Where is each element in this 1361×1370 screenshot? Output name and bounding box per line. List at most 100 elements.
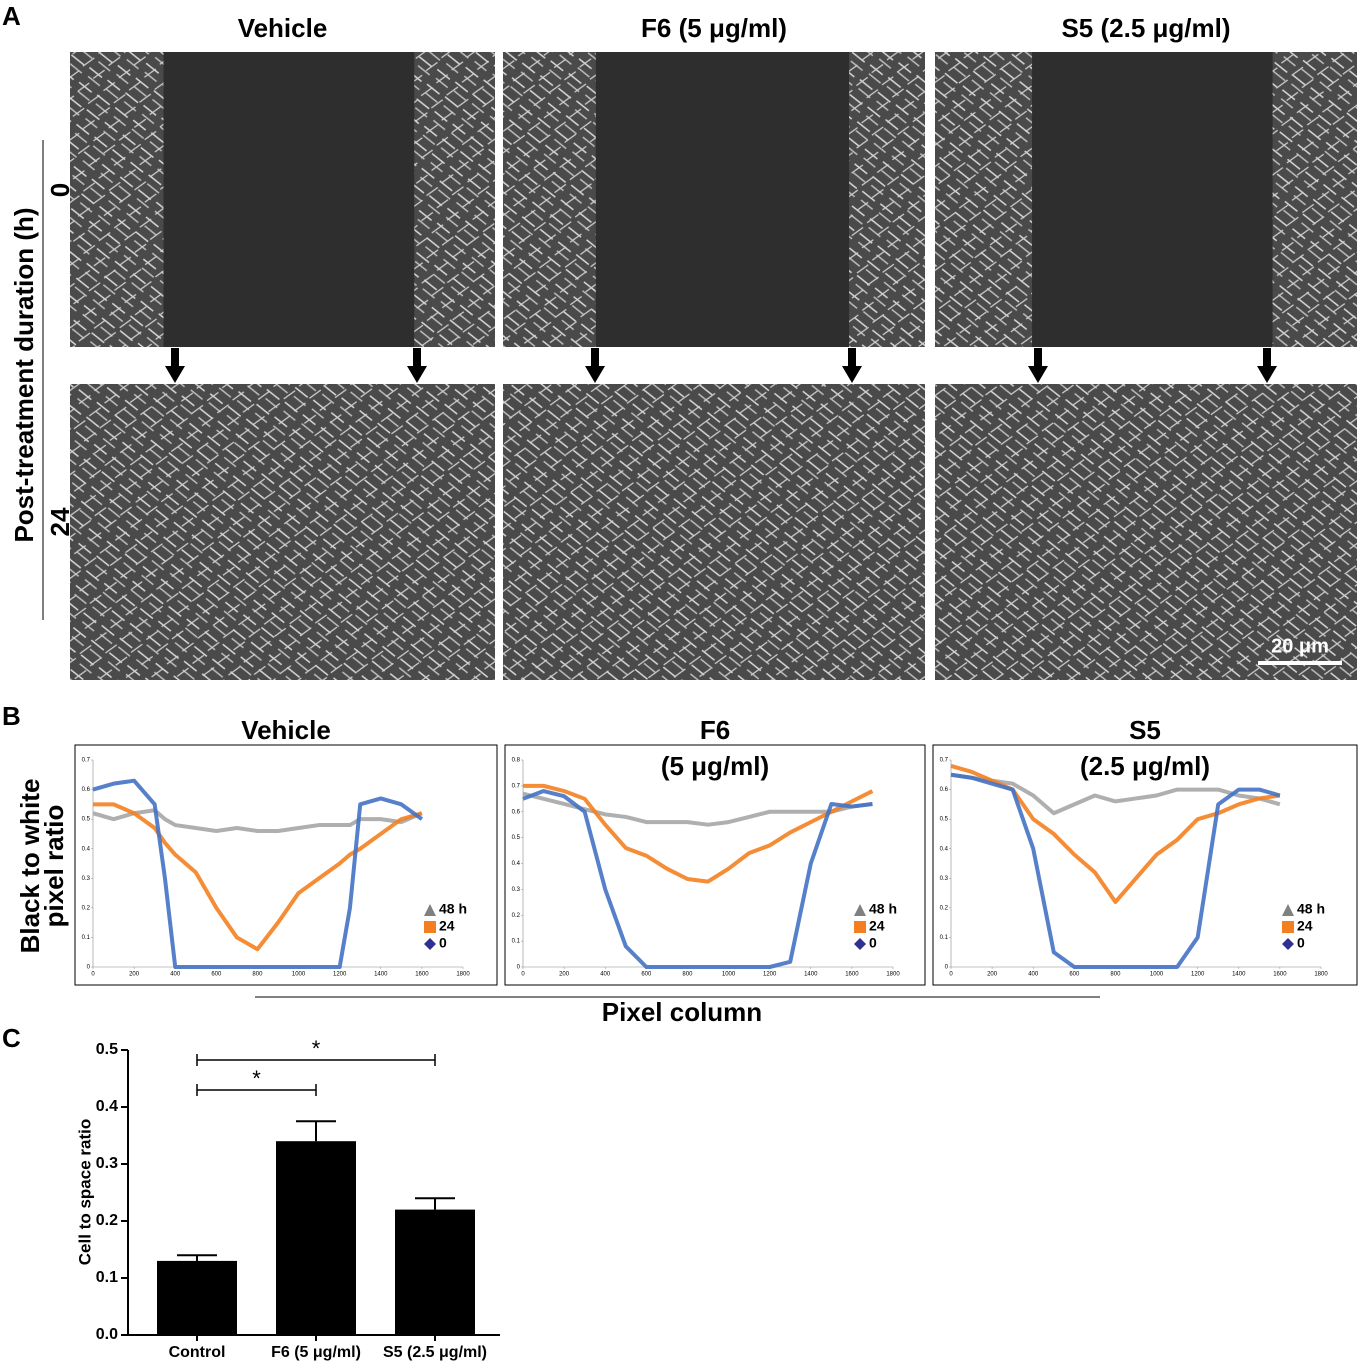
- legend-label: 48 h: [1297, 901, 1325, 917]
- x-tick-label: 1200: [1191, 972, 1205, 978]
- row-label: 0: [45, 183, 75, 197]
- y-tick-label: 0.1: [940, 935, 949, 941]
- data-line: [92, 778, 424, 969]
- micrograph-texture: [935, 384, 1357, 680]
- y-tick-label: 0.5: [82, 817, 91, 823]
- panel-label: B: [2, 701, 21, 731]
- chart-frame: [932, 744, 1358, 986]
- x-tick-label: 1400: [1232, 972, 1246, 978]
- x-tick-label: 400: [1028, 972, 1039, 978]
- x-tick-label: 1600: [415, 972, 429, 978]
- y-tick-label: 0.7: [940, 758, 949, 764]
- x-tick-label: Control: [169, 1344, 226, 1361]
- chart-frame: [504, 744, 926, 986]
- legend-label: 48 h: [439, 901, 467, 917]
- y-tick-label: 0.2: [512, 913, 521, 919]
- y-tick-label: 0.7: [82, 758, 91, 764]
- bar: [395, 1209, 475, 1335]
- y-tick-label: 0.2: [96, 1212, 118, 1229]
- significance-label: *: [252, 1066, 261, 1091]
- panel-label: A: [2, 1, 21, 31]
- legend-label: 0: [1297, 935, 1305, 951]
- x-tick-label: 1200: [763, 972, 777, 978]
- row-label: 24: [45, 507, 75, 536]
- legend-marker: [854, 921, 866, 933]
- y-tick-label: 0.1: [512, 939, 521, 945]
- x-tick-label: 0: [521, 972, 525, 978]
- x-tick-label: 0: [949, 972, 953, 978]
- y-tick-label: 0.4: [96, 1098, 118, 1115]
- arrow-head: [1028, 366, 1048, 383]
- arrow-head: [407, 366, 427, 383]
- column-title: F6 (5 μg/ml): [641, 13, 787, 43]
- y-tick-label: 0.5: [96, 1041, 118, 1058]
- y-tick-label: 0.4: [940, 846, 949, 852]
- y-axis-label: Cell to space ratio: [75, 1119, 94, 1265]
- x-tick-label: 600: [211, 972, 222, 978]
- arrow-shaft: [848, 348, 856, 368]
- wound-gap: [595, 52, 850, 347]
- row-axis-label: Post-treatment duration (h): [9, 207, 39, 542]
- x-tick-label: 1400: [804, 972, 818, 978]
- arrow-shaft: [413, 348, 421, 368]
- y-axis-label: pixel ratio: [39, 805, 69, 928]
- x-tick-label: 1800: [456, 972, 470, 978]
- data-line: [950, 772, 1281, 969]
- legend-label: 48 h: [869, 901, 897, 917]
- wound-gap: [1032, 52, 1273, 347]
- x-tick-label: 1800: [886, 972, 900, 978]
- legend-label: 24: [439, 918, 455, 934]
- x-tick-label: 1200: [333, 972, 347, 978]
- x-tick-label: 600: [641, 972, 652, 978]
- column-title: S5 (2.5 μg/ml): [1061, 13, 1230, 43]
- x-tick-label: 0: [91, 972, 95, 978]
- x-tick-label: 200: [129, 972, 140, 978]
- legend-marker: [1282, 938, 1294, 950]
- chart-subtitle: (2.5 μg/ml): [1080, 751, 1210, 781]
- y-tick-label: 0.4: [512, 861, 521, 867]
- data-line: [523, 783, 874, 884]
- arrow-head: [165, 366, 185, 383]
- data-line: [522, 791, 873, 827]
- scale-bar-label: 20 μm: [1271, 635, 1329, 657]
- legend-label: 0: [869, 935, 877, 951]
- arrow-shaft: [171, 348, 179, 368]
- y-tick-label: 0.3: [96, 1155, 118, 1172]
- legend-marker: [854, 904, 866, 916]
- y-tick-label: 0.1: [82, 935, 91, 941]
- x-tick-label: 800: [1110, 972, 1121, 978]
- y-tick-label: 0.6: [940, 787, 949, 793]
- legend-marker: [854, 938, 866, 950]
- chart-title: F6: [700, 715, 730, 745]
- y-tick-label: 0: [87, 965, 91, 971]
- chart-title: Vehicle: [241, 715, 331, 745]
- y-tick-label: 0.0: [96, 1326, 118, 1343]
- x-tick-label: 1600: [1273, 972, 1287, 978]
- bar: [157, 1260, 237, 1335]
- y-tick-label: 0: [945, 965, 949, 971]
- panel-label: C: [2, 1023, 21, 1053]
- y-tick-label: 0.6: [82, 787, 91, 793]
- legend-marker: [424, 938, 436, 950]
- arrow-shaft: [591, 348, 599, 368]
- arrow-head: [585, 366, 605, 383]
- x-tick-label: 1000: [1150, 972, 1164, 978]
- x-tick-label: 600: [1069, 972, 1080, 978]
- y-axis-label: Black to white: [15, 779, 45, 954]
- wound-gap: [163, 52, 415, 347]
- y-tick-label: 0.4: [82, 846, 91, 852]
- significance-label: *: [312, 1036, 321, 1061]
- y-tick-label: 0.7: [512, 783, 521, 789]
- chart-frame: [74, 744, 498, 986]
- bar: [276, 1141, 356, 1335]
- legend-marker: [424, 904, 436, 916]
- y-tick-label: 0.6: [512, 809, 521, 815]
- x-tick-label: 1000: [292, 972, 306, 978]
- x-tick-label: 200: [987, 972, 998, 978]
- x-tick-label: 1000: [722, 972, 736, 978]
- legend-marker: [1282, 921, 1294, 933]
- x-tick-label: F6 (5 μg/ml): [271, 1344, 361, 1361]
- chart-subtitle: (5 μg/ml): [661, 751, 769, 781]
- micrograph-texture: [70, 384, 495, 680]
